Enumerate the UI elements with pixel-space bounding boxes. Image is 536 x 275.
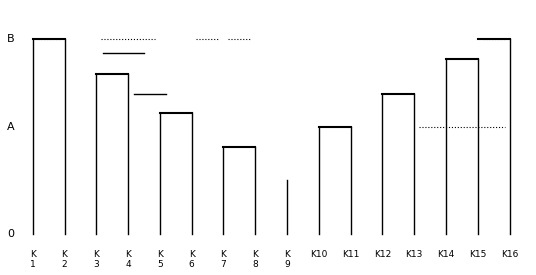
Text: 5: 5: [157, 260, 163, 269]
Text: B: B: [7, 34, 14, 44]
Text: 9: 9: [284, 260, 290, 269]
Text: K: K: [157, 250, 163, 259]
Text: K: K: [30, 250, 36, 259]
Text: K16: K16: [501, 250, 518, 259]
Text: K: K: [284, 250, 290, 259]
Text: 1: 1: [30, 260, 36, 269]
Text: K11: K11: [342, 250, 359, 259]
Text: K15: K15: [469, 250, 487, 259]
Text: 3: 3: [93, 260, 99, 269]
Text: K14: K14: [437, 250, 455, 259]
Text: 4: 4: [125, 260, 131, 269]
Text: 2: 2: [62, 260, 68, 269]
Text: K10: K10: [310, 250, 327, 259]
Text: K12: K12: [374, 250, 391, 259]
Text: K: K: [220, 250, 226, 259]
Text: A: A: [7, 122, 14, 132]
Text: K: K: [252, 250, 258, 259]
Text: 6: 6: [189, 260, 195, 269]
Text: K: K: [62, 250, 68, 259]
Text: K: K: [189, 250, 195, 259]
Text: K13: K13: [406, 250, 423, 259]
Text: K: K: [93, 250, 99, 259]
Text: K: K: [125, 250, 131, 259]
Text: 0: 0: [7, 229, 14, 240]
Text: 7: 7: [221, 260, 226, 269]
Text: 8: 8: [252, 260, 258, 269]
